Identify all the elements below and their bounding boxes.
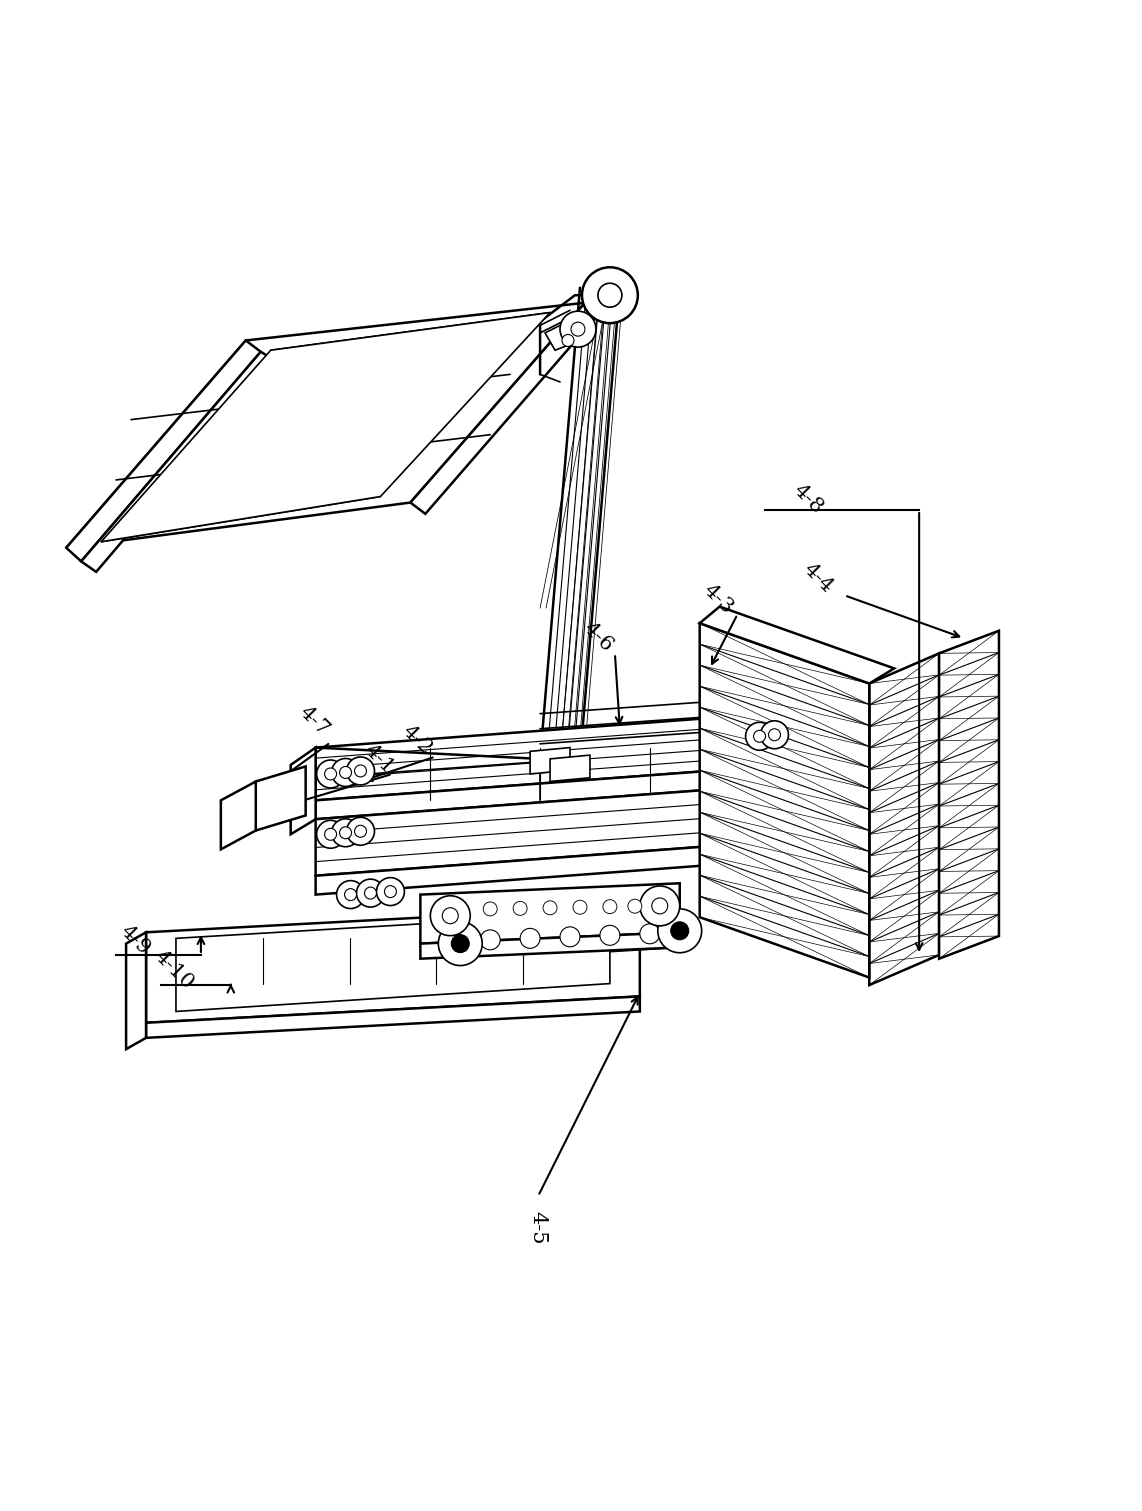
- Circle shape: [544, 901, 557, 914]
- Circle shape: [658, 908, 701, 953]
- Circle shape: [603, 899, 617, 914]
- Circle shape: [520, 928, 540, 949]
- Circle shape: [582, 267, 638, 323]
- Circle shape: [316, 760, 345, 787]
- Polygon shape: [220, 781, 256, 849]
- Polygon shape: [176, 913, 610, 1011]
- Circle shape: [331, 759, 360, 786]
- Polygon shape: [315, 778, 869, 876]
- Polygon shape: [291, 748, 315, 834]
- Polygon shape: [146, 996, 640, 1038]
- Circle shape: [598, 283, 622, 307]
- Polygon shape: [315, 834, 869, 895]
- Polygon shape: [256, 766, 306, 831]
- Polygon shape: [126, 932, 146, 1049]
- Circle shape: [483, 902, 497, 916]
- Circle shape: [451, 935, 469, 952]
- Circle shape: [600, 925, 620, 946]
- Circle shape: [377, 878, 404, 905]
- Circle shape: [652, 898, 668, 914]
- Polygon shape: [66, 340, 260, 562]
- Circle shape: [640, 923, 660, 944]
- Circle shape: [356, 879, 385, 907]
- Circle shape: [640, 885, 679, 926]
- Circle shape: [670, 922, 689, 940]
- Circle shape: [628, 899, 642, 913]
- Circle shape: [761, 721, 788, 749]
- Circle shape: [754, 730, 765, 742]
- Circle shape: [573, 901, 587, 914]
- Circle shape: [324, 768, 337, 780]
- Circle shape: [560, 926, 580, 947]
- Text: 4-2: 4-2: [399, 721, 435, 759]
- Circle shape: [439, 922, 482, 966]
- Polygon shape: [102, 313, 550, 542]
- Text: 4-6: 4-6: [580, 618, 617, 656]
- Circle shape: [481, 929, 500, 950]
- Circle shape: [431, 896, 471, 935]
- Text: 4-5: 4-5: [529, 1212, 547, 1245]
- Text: 4-10: 4-10: [151, 947, 198, 993]
- Circle shape: [345, 888, 356, 901]
- Polygon shape: [146, 907, 640, 1023]
- Circle shape: [562, 334, 574, 346]
- Circle shape: [346, 757, 375, 784]
- Polygon shape: [700, 606, 894, 683]
- Polygon shape: [410, 302, 600, 514]
- Text: 4-3: 4-3: [700, 580, 737, 618]
- Circle shape: [354, 825, 367, 837]
- Text: 4-8: 4-8: [789, 480, 827, 517]
- Polygon shape: [81, 352, 275, 571]
- Text: 4-7: 4-7: [296, 703, 332, 740]
- Polygon shape: [700, 623, 869, 978]
- Circle shape: [746, 722, 773, 751]
- Polygon shape: [420, 884, 679, 943]
- Polygon shape: [545, 317, 590, 351]
- Circle shape: [560, 311, 596, 348]
- Circle shape: [571, 322, 585, 335]
- Polygon shape: [315, 759, 869, 819]
- Circle shape: [354, 765, 367, 777]
- Text: 4-4: 4-4: [799, 559, 837, 597]
- Circle shape: [324, 828, 337, 840]
- Circle shape: [331, 819, 360, 846]
- Polygon shape: [420, 932, 679, 958]
- Polygon shape: [66, 302, 585, 548]
- Circle shape: [337, 881, 364, 908]
- Text: 4-1: 4-1: [361, 740, 397, 778]
- Circle shape: [339, 827, 352, 839]
- Circle shape: [364, 887, 377, 899]
- Circle shape: [385, 885, 396, 898]
- Text: 4-9: 4-9: [116, 922, 153, 958]
- Polygon shape: [939, 630, 999, 958]
- Polygon shape: [869, 653, 939, 985]
- Polygon shape: [530, 748, 570, 774]
- Circle shape: [769, 728, 780, 740]
- Polygon shape: [550, 756, 590, 781]
- Circle shape: [316, 820, 345, 848]
- Circle shape: [513, 902, 528, 916]
- Circle shape: [442, 908, 458, 923]
- Circle shape: [339, 766, 352, 778]
- Circle shape: [346, 817, 375, 845]
- Polygon shape: [315, 706, 869, 801]
